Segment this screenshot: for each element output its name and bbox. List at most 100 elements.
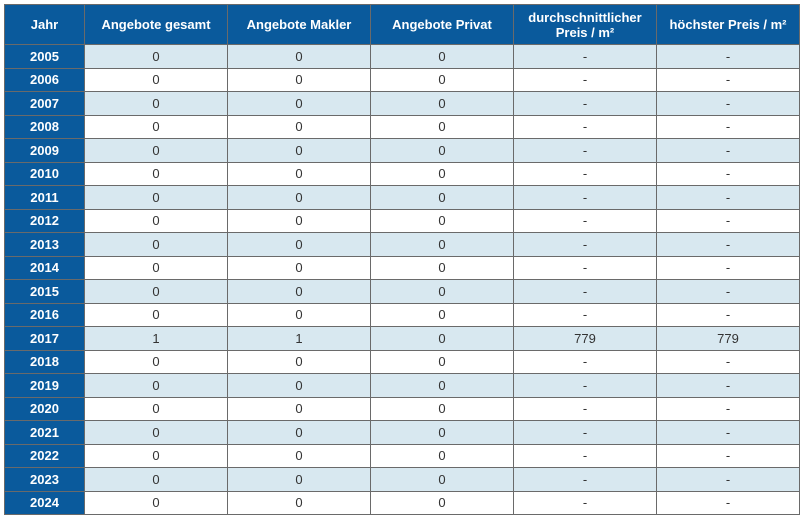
- data-cell: 0: [85, 139, 228, 163]
- data-cell: -: [514, 303, 657, 327]
- data-cell: 0: [371, 397, 514, 421]
- data-cell: 1: [85, 327, 228, 351]
- data-cell: 0: [85, 68, 228, 92]
- col-header-privat: Angebote Privat: [371, 5, 514, 45]
- data-cell: 0: [228, 303, 371, 327]
- data-cell: 0: [371, 68, 514, 92]
- year-cell: 2021: [5, 421, 85, 445]
- year-cell: 2017: [5, 327, 85, 351]
- data-cell: -: [514, 491, 657, 515]
- data-cell: -: [657, 350, 800, 374]
- table-row: 2019000--: [5, 374, 800, 398]
- table-row: 2020000--: [5, 397, 800, 421]
- table-header: Jahr Angebote gesamt Angebote Makler Ang…: [5, 5, 800, 45]
- year-cell: 2013: [5, 233, 85, 257]
- data-cell: 0: [228, 186, 371, 210]
- table-row: 2023000--: [5, 468, 800, 492]
- data-cell: 0: [85, 444, 228, 468]
- year-cell: 2008: [5, 115, 85, 139]
- table-row: 2009000--: [5, 139, 800, 163]
- data-cell: 1: [228, 327, 371, 351]
- data-cell: 0: [85, 468, 228, 492]
- data-cell: 0: [228, 233, 371, 257]
- data-table: Jahr Angebote gesamt Angebote Makler Ang…: [4, 4, 800, 515]
- data-cell: -: [657, 186, 800, 210]
- data-cell: 0: [371, 139, 514, 163]
- data-cell: -: [657, 209, 800, 233]
- table-row: 2005000--: [5, 45, 800, 69]
- data-cell: 0: [228, 374, 371, 398]
- data-cell: -: [514, 397, 657, 421]
- data-cell: -: [657, 162, 800, 186]
- data-cell: -: [657, 256, 800, 280]
- table-row: 2008000--: [5, 115, 800, 139]
- data-cell: 0: [85, 256, 228, 280]
- col-header-maxpreis: höchster Preis / m²: [657, 5, 800, 45]
- data-cell: 0: [228, 397, 371, 421]
- data-cell: 0: [371, 303, 514, 327]
- data-cell: -: [657, 45, 800, 69]
- data-cell: 0: [85, 397, 228, 421]
- data-cell: -: [514, 186, 657, 210]
- data-cell: -: [514, 350, 657, 374]
- data-cell: -: [514, 162, 657, 186]
- data-cell: 0: [371, 327, 514, 351]
- data-cell: -: [657, 115, 800, 139]
- data-cell: -: [657, 444, 800, 468]
- year-cell: 2005: [5, 45, 85, 69]
- table-row: 2014000--: [5, 256, 800, 280]
- data-cell: -: [514, 280, 657, 304]
- table-row: 2006000--: [5, 68, 800, 92]
- table-row: 2015000--: [5, 280, 800, 304]
- table-row: 2011000--: [5, 186, 800, 210]
- data-cell: 779: [514, 327, 657, 351]
- data-cell: 0: [371, 256, 514, 280]
- data-cell: -: [657, 468, 800, 492]
- data-cell: 0: [371, 444, 514, 468]
- data-cell: 0: [228, 139, 371, 163]
- data-cell: -: [657, 421, 800, 445]
- data-cell: 0: [371, 468, 514, 492]
- data-cell: 0: [228, 45, 371, 69]
- data-cell: 0: [85, 421, 228, 445]
- data-cell: 0: [85, 491, 228, 515]
- year-cell: 2016: [5, 303, 85, 327]
- year-cell: 2020: [5, 397, 85, 421]
- data-cell: -: [657, 491, 800, 515]
- data-cell: 0: [371, 209, 514, 233]
- data-cell: 0: [228, 92, 371, 116]
- table-row: 2013000--: [5, 233, 800, 257]
- data-cell: 0: [371, 45, 514, 69]
- year-cell: 2015: [5, 280, 85, 304]
- table-row: 2007000--: [5, 92, 800, 116]
- data-cell: -: [514, 68, 657, 92]
- year-cell: 2022: [5, 444, 85, 468]
- table-body: 2005000--2006000--2007000--2008000--2009…: [5, 45, 800, 515]
- table-row: 2017110779779: [5, 327, 800, 351]
- table-row: 2024000--: [5, 491, 800, 515]
- data-cell: 0: [228, 256, 371, 280]
- data-cell: -: [657, 233, 800, 257]
- data-cell: 0: [371, 491, 514, 515]
- data-cell: 0: [228, 209, 371, 233]
- data-cell: -: [657, 68, 800, 92]
- data-cell: 0: [371, 374, 514, 398]
- table-row: 2021000--: [5, 421, 800, 445]
- data-cell: 0: [371, 162, 514, 186]
- data-cell: 0: [85, 303, 228, 327]
- data-cell: 0: [228, 162, 371, 186]
- data-cell: 0: [85, 162, 228, 186]
- year-cell: 2018: [5, 350, 85, 374]
- data-cell: 0: [85, 186, 228, 210]
- table-row: 2022000--: [5, 444, 800, 468]
- data-cell: -: [657, 374, 800, 398]
- year-cell: 2007: [5, 92, 85, 116]
- year-cell: 2006: [5, 68, 85, 92]
- data-cell: 0: [371, 115, 514, 139]
- data-cell: 0: [85, 115, 228, 139]
- col-header-jahr: Jahr: [5, 5, 85, 45]
- year-cell: 2023: [5, 468, 85, 492]
- data-cell: -: [514, 256, 657, 280]
- year-cell: 2024: [5, 491, 85, 515]
- data-cell: -: [657, 280, 800, 304]
